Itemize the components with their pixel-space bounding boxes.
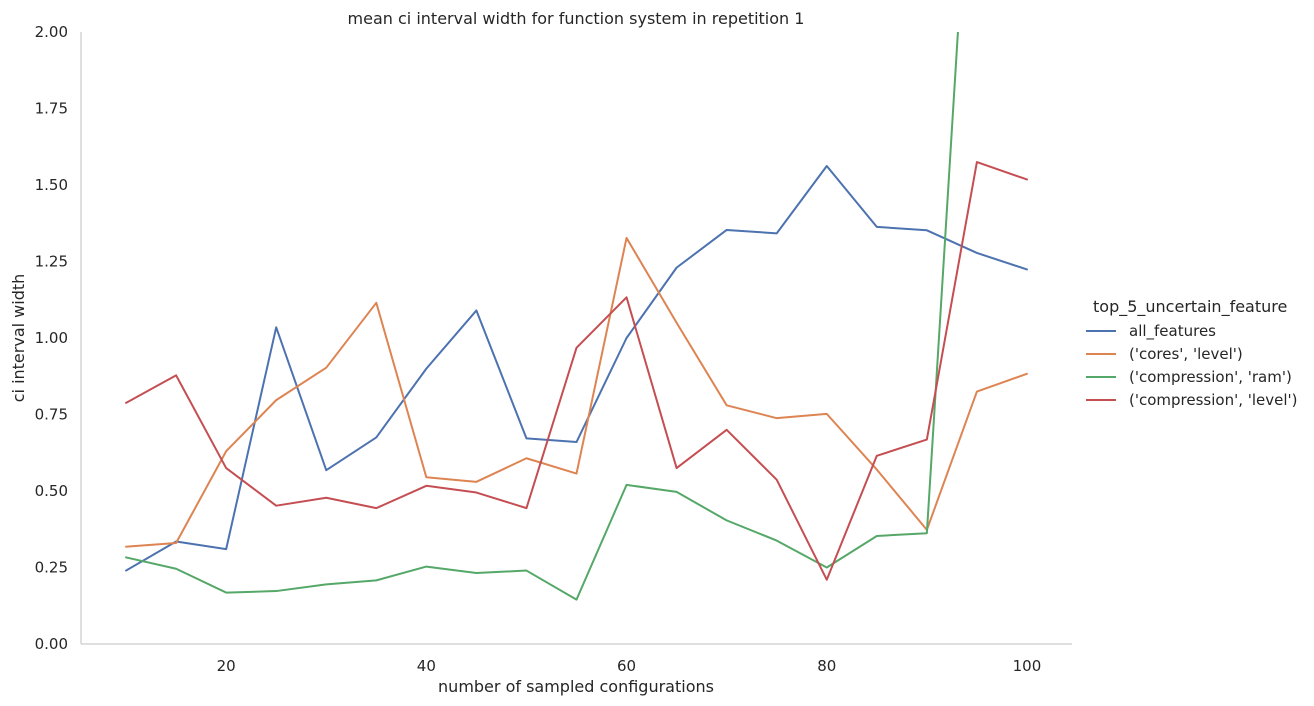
y-tick-label: 0.50 bbox=[35, 482, 68, 500]
y-tick-label: 2.00 bbox=[35, 23, 68, 41]
series-line-1 bbox=[125, 165, 1028, 572]
legend-items: all_features ('cores', 'level') ('compress… bbox=[1086, 322, 1298, 409]
x-tick-label: 80 bbox=[817, 657, 836, 675]
legend-label: all_features bbox=[1129, 322, 1216, 341]
x-tick-label: 60 bbox=[617, 657, 636, 675]
series-line-3 bbox=[125, 32, 959, 601]
y-tick-label: 1.25 bbox=[35, 253, 68, 271]
x-ticks: 20 40 60 80 100 bbox=[217, 657, 1042, 675]
series-line-2 bbox=[125, 236, 1028, 548]
series-line-4 bbox=[125, 161, 1028, 581]
legend-title: top_5_uncertain_feature bbox=[1093, 297, 1287, 317]
legend-item: ('cores', 'level') bbox=[1086, 345, 1243, 363]
axes bbox=[80, 32, 1072, 645]
legend-item: all_features bbox=[1086, 322, 1216, 341]
series-lines bbox=[125, 32, 1028, 601]
x-tick-label: 40 bbox=[417, 657, 436, 675]
legend-label: ('cores', 'level') bbox=[1129, 345, 1243, 363]
x-tick-label: 100 bbox=[1013, 657, 1042, 675]
x-tick-label: 20 bbox=[217, 657, 236, 675]
y-tick-label: 1.50 bbox=[35, 176, 68, 194]
legend: top_5_uncertain_feature all_features ('co… bbox=[1086, 297, 1298, 409]
legend-item: ('compression', 'ram') bbox=[1086, 368, 1292, 386]
y-ticks: 0.00 0.25 0.50 0.75 1.00 1.25 1.50 1.75 2.00 bbox=[35, 23, 68, 653]
y-tick-label: 1.00 bbox=[35, 329, 68, 347]
legend-label: ('compression', 'ram') bbox=[1129, 368, 1292, 386]
y-tick-label: 0.75 bbox=[35, 406, 68, 424]
legend-item: ('compression', 'level') bbox=[1086, 391, 1298, 409]
x-axis-label: number of sampled configurations bbox=[438, 677, 714, 696]
y-tick-label: 1.75 bbox=[35, 100, 68, 118]
y-axis-label: ci interval width bbox=[9, 274, 28, 403]
y-tick-label: 0.00 bbox=[35, 635, 68, 653]
y-tick-label: 0.25 bbox=[35, 559, 68, 577]
legend-label: ('compression', 'level') bbox=[1129, 391, 1298, 409]
chart-title: mean ci interval width for function syst… bbox=[348, 9, 805, 28]
